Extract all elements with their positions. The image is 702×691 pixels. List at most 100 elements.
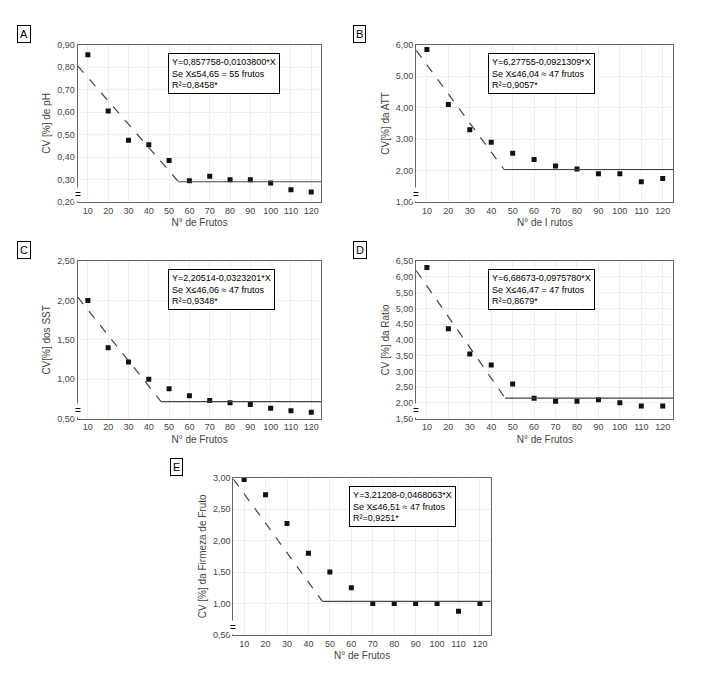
svg-text:70: 70 <box>205 422 215 432</box>
svg-text:100: 100 <box>263 422 278 432</box>
svg-text:N° de Frutos: N° de Frutos <box>171 434 227 445</box>
svg-text:Y=0,857758-0,0103800*XSe X≤54,: Y=0,857758-0,0103800*XSe X≤54,65 = 55 fr… <box>172 57 276 90</box>
svg-text:70: 70 <box>551 206 561 216</box>
svg-text:0,50: 0,50 <box>57 414 75 424</box>
svg-text:=: = <box>413 405 419 416</box>
svg-text:0,60: 0,60 <box>57 107 75 117</box>
svg-text:1,50: 1,50 <box>57 335 75 345</box>
svg-text:A: A <box>20 28 28 40</box>
svg-text:40: 40 <box>486 206 496 216</box>
svg-text:120: 120 <box>655 206 670 216</box>
svg-text:0,50: 0,50 <box>57 130 75 140</box>
svg-text:N° de Frutos: N° de Frutos <box>517 434 573 445</box>
svg-text:110: 110 <box>634 206 648 216</box>
svg-text:CV[%] dos SST: CV[%] dos SST <box>41 305 52 374</box>
svg-text:80: 80 <box>389 639 399 649</box>
svg-text:100: 100 <box>430 639 445 649</box>
svg-text:2,50: 2,50 <box>213 504 231 514</box>
svg-text:=: = <box>75 189 81 200</box>
svg-text:E: E <box>173 461 180 473</box>
svg-text:CV[%] da ATT: CV[%] da ATT <box>380 92 391 155</box>
svg-text:=: = <box>75 405 81 416</box>
svg-text:60: 60 <box>184 422 194 432</box>
svg-text:6,50: 6,50 <box>396 256 414 266</box>
svg-text:80: 80 <box>225 206 235 216</box>
svg-text:90: 90 <box>411 639 421 649</box>
svg-text:1,50: 1,50 <box>213 567 231 577</box>
svg-text:2,00: 2,00 <box>396 398 414 408</box>
svg-text:4,50: 4,50 <box>396 319 414 329</box>
svg-text:90: 90 <box>245 422 255 432</box>
svg-text:120: 120 <box>304 422 319 432</box>
svg-text:2,50: 2,50 <box>396 382 414 392</box>
svg-text:4,00: 4,00 <box>396 103 414 113</box>
svg-text:90: 90 <box>593 206 603 216</box>
svg-text:Y=6,68673-0,0975780*XSe X≤46,4: Y=6,68673-0,0975780*XSe X≤46,47 = 47 fru… <box>492 273 591 306</box>
svg-text:20: 20 <box>443 422 453 432</box>
svg-text:40: 40 <box>144 422 154 432</box>
svg-text:0,40: 0,40 <box>57 152 75 162</box>
svg-text:0,80: 0,80 <box>57 62 75 72</box>
svg-text:6,00: 6,00 <box>396 40 414 50</box>
svg-text:60: 60 <box>529 422 539 432</box>
svg-text:1,50: 1,50 <box>396 414 414 424</box>
svg-text:3,00: 3,00 <box>213 473 231 483</box>
svg-text:90: 90 <box>245 206 255 216</box>
svg-text:3,00: 3,00 <box>396 367 414 377</box>
svg-text:3,00: 3,00 <box>396 134 414 144</box>
svg-text:10: 10 <box>83 422 93 432</box>
svg-text:Y=6,27755-0,0921309*XSe X≤46,0: Y=6,27755-0,0921309*XSe X≤46,04 ≈ 47 fru… <box>492 57 591 90</box>
svg-text:N° de Frutos: N° de Frutos <box>334 650 390 661</box>
svg-text:60: 60 <box>529 206 539 216</box>
svg-text:70: 70 <box>205 206 215 216</box>
svg-text:10: 10 <box>239 639 249 649</box>
svg-text:0,20: 0,20 <box>57 197 75 207</box>
svg-text:10: 10 <box>422 206 432 216</box>
svg-text:110: 110 <box>451 639 465 649</box>
svg-text:20: 20 <box>261 639 271 649</box>
svg-text:2,00: 2,00 <box>396 166 414 176</box>
svg-text:80: 80 <box>225 422 235 432</box>
svg-text:4,00: 4,00 <box>396 335 414 345</box>
svg-text:2,50: 2,50 <box>57 256 75 266</box>
svg-text:50: 50 <box>508 206 518 216</box>
svg-text:3,50: 3,50 <box>396 351 414 361</box>
svg-text:70: 70 <box>551 422 561 432</box>
svg-text:=: = <box>230 622 236 633</box>
svg-text:50: 50 <box>325 639 335 649</box>
svg-text:2,00: 2,00 <box>57 296 75 306</box>
svg-text:20: 20 <box>443 206 453 216</box>
svg-text:120: 120 <box>304 206 319 216</box>
svg-text:60: 60 <box>346 639 356 649</box>
svg-text:5,00: 5,00 <box>396 71 414 81</box>
svg-text:10: 10 <box>83 206 93 216</box>
svg-text:Y=2,20514-0,0323201*XSe X≤46,0: Y=2,20514-0,0323201*XSe X≤46,06 ≈ 47 fru… <box>172 273 271 306</box>
svg-text:C: C <box>20 244 28 256</box>
svg-text:110: 110 <box>284 422 298 432</box>
svg-text:120: 120 <box>655 422 670 432</box>
svg-text:70: 70 <box>368 639 378 649</box>
svg-text:1,00: 1,00 <box>57 374 75 384</box>
svg-text:110: 110 <box>634 422 648 432</box>
svg-text:0,50: 0,50 <box>213 630 231 640</box>
svg-text:20: 20 <box>103 206 113 216</box>
svg-text:CV [%] da Ratio: CV [%] da Ratio <box>380 304 391 376</box>
svg-text:30: 30 <box>123 422 133 432</box>
svg-text:100: 100 <box>612 206 627 216</box>
svg-text:CV [%] da Firmeza de Fruto: CV [%] da Firmeza de Fruto <box>197 494 208 618</box>
svg-text:100: 100 <box>263 206 278 216</box>
svg-text:N° de Frutos: N° de Frutos <box>171 217 227 228</box>
svg-text:10: 10 <box>422 422 432 432</box>
svg-text:D: D <box>356 244 364 256</box>
svg-text:5,00: 5,00 <box>396 304 414 314</box>
svg-text:100: 100 <box>612 422 627 432</box>
svg-text:5,50: 5,50 <box>396 288 414 298</box>
svg-text:50: 50 <box>164 422 174 432</box>
svg-text:6,00: 6,00 <box>396 272 414 282</box>
svg-text:80: 80 <box>572 422 582 432</box>
svg-text:1,00: 1,00 <box>213 599 231 609</box>
svg-text:40: 40 <box>144 206 154 216</box>
svg-text:CV [%] de pH: CV [%] de pH <box>41 93 52 154</box>
svg-text:N° de I rutos: N° de I rutos <box>517 217 573 228</box>
svg-text:60: 60 <box>184 206 194 216</box>
